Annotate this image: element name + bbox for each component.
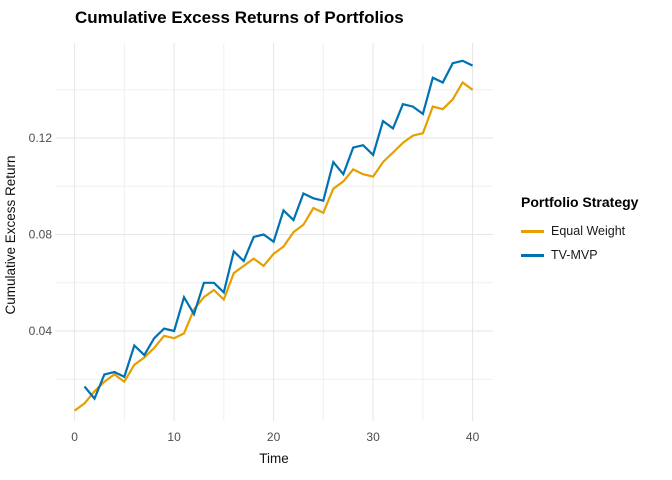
y-tick-label: 0.08 [29, 228, 53, 242]
x-tick-label: 10 [167, 430, 181, 444]
legend-label-equal-weight: Equal Weight [551, 224, 626, 238]
legend-item-tv-mvp: TV-MVP [521, 243, 638, 267]
series-line-equal-weight [73, 80, 474, 412]
legend-item-equal-weight: Equal Weight [521, 219, 638, 243]
y-tick-label: 0.04 [29, 324, 53, 338]
equal-weight-key [521, 229, 544, 233]
tv-mvp-key [521, 253, 544, 257]
x-axis-title: Time [259, 451, 289, 466]
legend-title: Portfolio Strategy [521, 194, 639, 210]
y-tick-label: 0.12 [29, 131, 53, 145]
y-axis-title: Cumulative Excess Return [3, 155, 18, 315]
legend-label-tv-mvp: TV-MVP [551, 248, 598, 262]
legend: Portfolio Strategy Equal Weight TV-MVP [521, 194, 638, 267]
chart-title: Cumulative Excess Returns of Portfolios [75, 8, 404, 27]
x-tick-label: 20 [267, 430, 281, 444]
x-tick-label: 0 [71, 430, 78, 444]
tv-mvp-line-swatch-icon [521, 253, 544, 257]
x-tick-label: 30 [366, 430, 380, 444]
series-line-tv-mvp [83, 59, 474, 401]
equal-weight-line-swatch-icon [521, 229, 544, 233]
x-tick-label: 40 [466, 430, 480, 444]
